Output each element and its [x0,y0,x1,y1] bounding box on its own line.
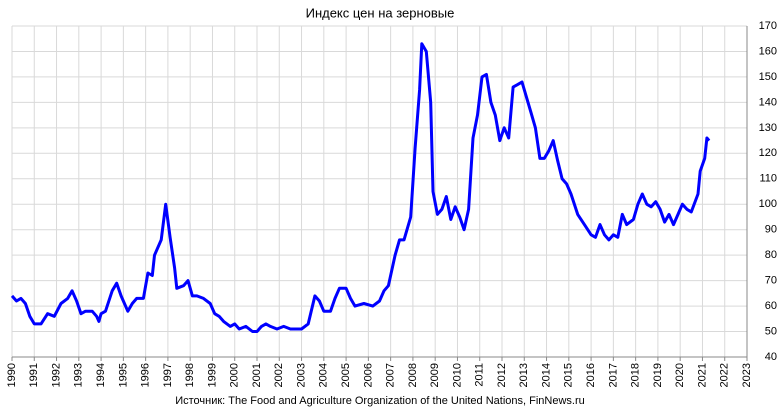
x-tick-label: 2011 [474,363,486,387]
x-tick-label: 2006 [362,363,374,387]
x-tick-label: 2000 [229,363,241,387]
x-tick-label: 1998 [184,363,196,387]
y-tick-label: 70 [765,275,777,287]
chart-title: Индекс цен на зерновые [306,5,455,20]
x-tick-label: 2002 [273,363,285,387]
data-line [10,42,711,333]
x-tick-label: 1999 [206,363,218,387]
y-tick-label: 90 [765,224,777,236]
x-tick-label: 2008 [407,363,419,387]
x-tick-label: 1996 [140,363,152,387]
x-tick-label: 2016 [585,363,597,387]
x-tick-label: 2004 [318,363,330,387]
x-tick-label: 1991 [28,363,40,387]
x-tick-label: 2014 [540,363,552,387]
x-tick-label: 1992 [50,363,62,387]
x-tick-label: 2001 [251,363,263,387]
x-tick-label: 2020 [674,363,686,387]
x-tick-label: 2009 [429,363,441,387]
x-tick-label: 2022 [719,363,731,387]
source-note: Источник: The Food and Agriculture Organ… [175,395,585,407]
y-tick-label: 110 [759,173,777,185]
y-tick-label: 170 [759,20,777,32]
x-tick-label: 1994 [95,363,107,387]
x-tick-label: 2017 [607,363,619,387]
y-tick-label: 60 [765,300,777,312]
y-tick-label: 150 [759,71,777,83]
y-tick-label: 50 [765,325,777,337]
x-tick-label: 2019 [652,363,664,387]
x-tick-label: 2012 [496,363,508,387]
y-tick-label: 80 [765,249,777,261]
x-tick-label: 2013 [518,363,530,387]
y-tick-label: 120 [759,147,777,159]
x-tick-label: 2018 [630,363,642,387]
x-tick-label: 2005 [340,363,352,387]
x-tick-label: 2003 [295,363,307,387]
x-tick-label: 2010 [451,363,463,387]
x-tick-label: 2015 [563,363,575,387]
x-tick-label: 2021 [696,363,708,387]
y-tick-label: 40 [765,351,777,363]
y-tick-label: 140 [759,96,777,108]
x-tick-label: 2023 [741,363,753,387]
x-tick-label: 1990 [6,363,18,387]
y-tick-label: 100 [759,198,777,210]
x-tick-label: 1993 [73,363,85,387]
x-tick-label: 1995 [117,363,129,387]
x-tick-label: 2007 [385,363,397,387]
y-tick-label: 130 [759,122,777,134]
y-tick-label: 160 [759,45,777,57]
x-tick-label: 1997 [162,363,174,387]
